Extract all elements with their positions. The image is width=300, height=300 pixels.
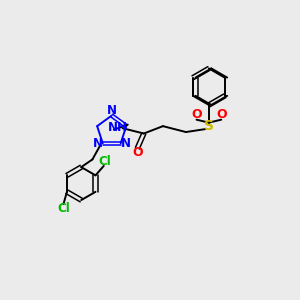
Text: N: N	[93, 137, 103, 150]
Text: Cl: Cl	[99, 155, 112, 168]
Text: O: O	[132, 146, 143, 159]
Text: O: O	[216, 108, 226, 121]
Text: S: S	[204, 119, 214, 133]
Text: N: N	[121, 137, 131, 150]
Text: N: N	[107, 104, 117, 117]
Text: Cl: Cl	[57, 202, 70, 215]
Text: NH: NH	[107, 121, 127, 134]
Text: O: O	[191, 108, 202, 121]
